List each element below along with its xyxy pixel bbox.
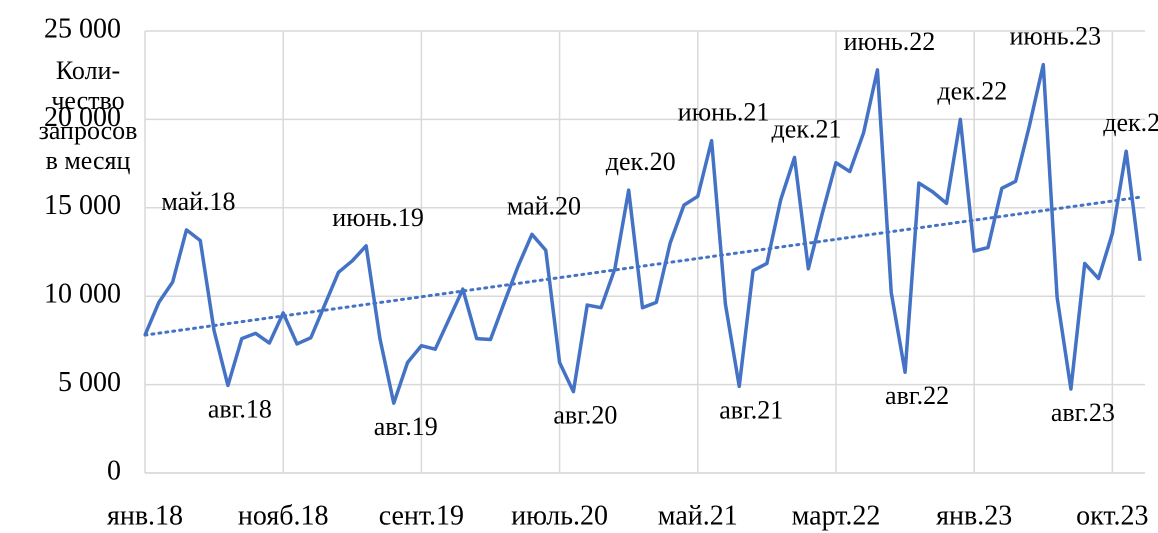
y-axis-label: в месяц [46, 146, 131, 175]
annotation: авг.21 [719, 395, 783, 424]
y-tick-label: 15 000 [44, 190, 121, 221]
annotation: июнь.23 [1009, 22, 1101, 51]
annotation: авг.18 [208, 394, 272, 423]
annotation: авг.20 [553, 401, 617, 430]
x-tick-label: сент.19 [379, 500, 464, 531]
annotation: май.20 [507, 191, 581, 220]
annotation: июнь.21 [678, 98, 770, 127]
annotation: авг.23 [1051, 398, 1115, 427]
x-tick-label: янв.18 [107, 500, 183, 531]
annotation: авг.22 [885, 381, 949, 410]
annotation: дек.23 [1103, 108, 1158, 137]
annotation: дек.20 [606, 147, 676, 176]
x-tick-label: янв.23 [936, 500, 1012, 531]
annotation: авг.19 [374, 412, 438, 441]
y-tick-label: 10 000 [44, 279, 121, 310]
y-axis-label: Коли- [56, 56, 120, 85]
y-tick-label: 25 000 [44, 13, 121, 44]
x-tick-label: май.21 [658, 500, 738, 531]
annotation: дек.22 [937, 76, 1007, 105]
trend-line [143, 195, 1142, 337]
x-tick-label: нояб.18 [238, 500, 329, 531]
annotation: июнь.19 [332, 203, 424, 232]
y-axis-label: запросов [39, 116, 138, 145]
y-tick-label: 0 [107, 455, 121, 486]
annotation: июнь.22 [844, 27, 936, 56]
annotation: дек.21 [772, 114, 842, 143]
x-tick-label: март.22 [792, 500, 881, 531]
y-axis-label: чество [51, 86, 124, 115]
y-tick-label: 5 000 [58, 367, 121, 398]
data-line [143, 62, 1142, 405]
x-tick-label: окт.23 [1076, 500, 1148, 531]
x-tick-label: июль.20 [511, 500, 608, 531]
y-tick-label: 20 000 [44, 102, 121, 133]
annotation: май.18 [161, 187, 235, 216]
